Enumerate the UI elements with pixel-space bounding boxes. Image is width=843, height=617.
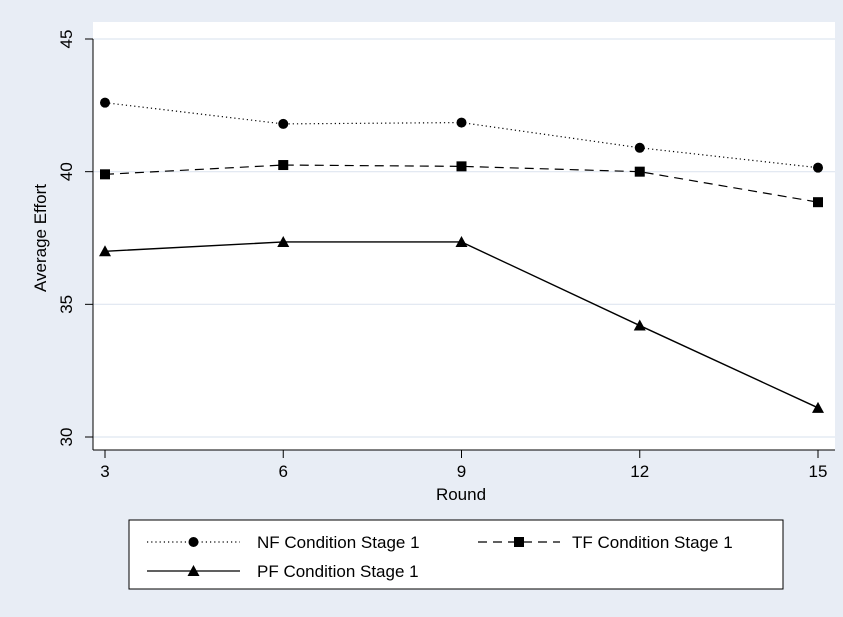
x-tick-label: 15 — [809, 462, 828, 481]
data-point-1-3 — [634, 166, 645, 177]
data-point-0-0 — [100, 97, 110, 108]
data-point-2-0 — [99, 245, 111, 257]
data-point-1-0 — [100, 169, 110, 180]
data-point-0-3 — [634, 142, 645, 153]
data-point-2-4 — [812, 401, 824, 413]
data-point-2-3 — [633, 319, 646, 331]
legend-marker-0 — [188, 537, 199, 547]
legend-label-2: PF Condition Stage 1 — [257, 562, 419, 581]
plot-area — [93, 22, 835, 450]
y-tick-label: 45 — [57, 30, 76, 49]
x-tick-label: 6 — [279, 462, 288, 481]
legend-box — [128, 519, 784, 590]
data-point-2-1 — [277, 235, 290, 247]
y-tick-label: 30 — [57, 428, 76, 447]
y-tick-label: 40 — [57, 162, 76, 181]
legend-marker-1 — [514, 537, 524, 547]
data-point-0-1 — [278, 118, 289, 129]
x-axis-ticks: 3 6 9 12 15 — [100, 450, 827, 481]
legend-label-1: TF Condition Stage 1 — [572, 533, 733, 552]
data-point-1-2 — [456, 161, 467, 172]
x-tick-label: 3 — [100, 462, 109, 481]
series-layer — [99, 97, 824, 413]
gridlines — [93, 38, 835, 438]
legend-label-0: NF Condition Stage 1 — [257, 533, 420, 552]
y-tick-label: 35 — [57, 295, 76, 314]
legend: NF Condition Stage 1 TF Condition Stage 1… — [147, 533, 733, 581]
data-point-2-2 — [455, 235, 468, 247]
data-point-0-2 — [456, 117, 467, 128]
x-axis-label: Round — [436, 485, 486, 504]
data-point-1-1 — [278, 160, 289, 171]
data-point-0-4 — [813, 162, 823, 173]
axes — [92, 39, 835, 451]
legend-marker-2 — [187, 565, 200, 576]
y-axis-label: Average Effort — [31, 184, 50, 292]
x-tick-label: 9 — [457, 462, 466, 481]
y-axis-ticks: 30 35 40 45 — [57, 30, 93, 447]
x-tick-label: 12 — [630, 462, 649, 481]
data-point-1-4 — [813, 197, 823, 208]
